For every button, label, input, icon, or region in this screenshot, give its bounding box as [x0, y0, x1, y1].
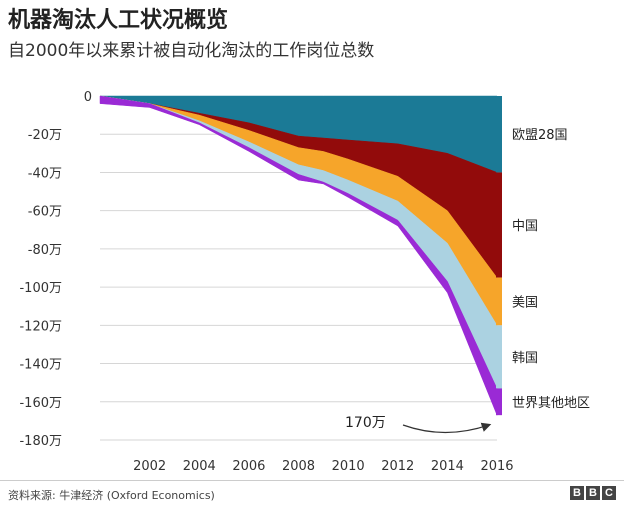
legend-label: 欧盟28国: [512, 128, 568, 143]
footer-divider: [0, 480, 624, 481]
annotations: 170万: [345, 415, 492, 434]
total-annotation: 170万: [345, 415, 386, 431]
x-tick-label: 2014: [431, 459, 464, 474]
legend-label: 韩国: [512, 351, 538, 366]
x-tick-label: 2012: [381, 459, 414, 474]
y-tick-label: -20万: [28, 128, 62, 143]
x-tick-label: 2010: [332, 459, 365, 474]
legend-swatch: [496, 277, 502, 326]
x-tick-label: 2006: [232, 459, 265, 474]
bbc-logo-letter: C: [602, 486, 616, 500]
bbc-logo-letter: B: [586, 486, 600, 500]
series-area: [99, 95, 498, 416]
y-tick-label: -80万: [28, 243, 62, 258]
y-tick-label: -160万: [19, 396, 62, 411]
y-tick-label: -40万: [28, 166, 62, 181]
x-tick-label: 2002: [133, 459, 166, 474]
bbc-logo: B B C: [570, 486, 616, 500]
page-title: 机器淘汰人工状况概览: [8, 8, 229, 33]
legend-label: 美国: [512, 295, 538, 310]
y-tick-label: -140万: [19, 358, 62, 373]
page-subtitle: 自2000年以来累计被自动化淘汰的工作岗位总数: [8, 41, 375, 61]
area-chart: 0 -20万 -40万 -60万 -80万 -100万 -120万 -140万 -160万 -18…: [19, 90, 590, 474]
y-tick-label: -180万: [19, 434, 62, 449]
legend-label: 世界其他地区: [512, 396, 590, 411]
legend-label: 中国: [512, 219, 538, 234]
x-tick-label: 2008: [282, 459, 315, 474]
x-axis: 2002 2004 2006 2008 2010 2012 2014 2016: [133, 459, 513, 474]
series-areas: [99, 95, 498, 416]
y-tick-label: -100万: [19, 281, 62, 296]
y-tick-label: -120万: [19, 319, 62, 334]
y-tick-label: 0: [84, 90, 92, 105]
legend-swatch: [496, 325, 502, 389]
annotation-arrow: [402, 422, 492, 434]
legend-swatch: [496, 172, 502, 278]
x-tick-label: 2016: [480, 459, 513, 474]
y-axis: 0 -20万 -40万 -60万 -80万 -100万 -120万 -140万 -160万 -18…: [19, 90, 92, 449]
y-tick-label: -60万: [28, 205, 62, 220]
x-tick-label: 2004: [183, 459, 216, 474]
source-note: 资料来源: 牛津经济 (Oxford Economics): [8, 489, 215, 502]
bbc-logo-letter: B: [570, 486, 584, 500]
legend-swatch: [496, 388, 502, 416]
legend-swatch: [496, 96, 502, 173]
